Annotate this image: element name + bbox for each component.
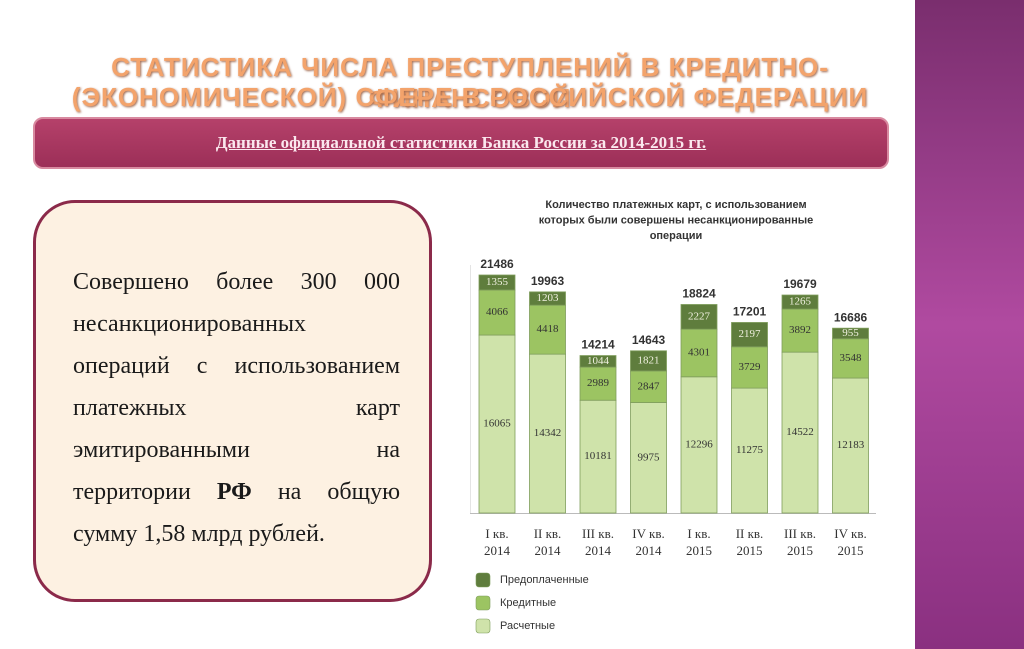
text-box: Совершено более 300 000 несанкционирован… (33, 200, 432, 602)
slide-title: СТАТИСТИКА ЧИСЛА ПРЕСТУПЛЕНИЙ В КРЕДИТНО… (111, 52, 829, 113)
legend-swatch (475, 572, 491, 588)
bar-segment (529, 291, 566, 306)
segment-label: 4418 (537, 323, 560, 335)
bar-segment (529, 304, 566, 355)
chart-title: операции (650, 230, 703, 242)
slide-title: (ЭКОНОМИЧЕСКОЙ) СФЕРЕ В РОССИЙСКОЙ ФЕДЕР… (71, 82, 869, 112)
x-tick-label: I кв. 2014 (484, 526, 510, 558)
bar-segment (731, 387, 768, 514)
bar-segment (529, 353, 566, 514)
chart-title: которых были совершены несанкционированн… (539, 214, 813, 226)
segment-label: 2989 (587, 377, 610, 389)
x-tick-label: III кв. 2015 (784, 526, 816, 558)
body-text: Совершено более 300 000 несанкционирован… (73, 261, 400, 555)
segment-label: 1265 (789, 296, 812, 308)
legend-label: Предоплаченные (500, 574, 589, 586)
body-part: Совершено более 300 000 несанкционирован… (73, 269, 400, 505)
bar-segment (781, 351, 819, 514)
segment-label: 1203 (537, 292, 560, 304)
segment-label: 4066 (486, 306, 509, 318)
segment-label: 2197 (739, 328, 762, 340)
bar-segment (630, 402, 667, 514)
legend-swatch (475, 595, 491, 611)
bar-segment (579, 399, 617, 514)
segment-label: 14342 (534, 427, 562, 439)
x-tick-label: II кв. 2015 (735, 526, 764, 558)
total-label: 17201 (733, 305, 767, 319)
legend-label: Расчетные (500, 620, 555, 632)
segment-label: 3548 (840, 352, 863, 364)
banner: Данные официальной статистики Банка Росс… (33, 117, 889, 169)
bar-segment (478, 274, 516, 291)
total-label: 21486 (480, 257, 514, 271)
bar-segment (832, 327, 869, 340)
total-label: 16686 (834, 310, 868, 324)
side-strip (915, 0, 1024, 649)
segment-label: 14522 (786, 426, 814, 438)
legend-swatch (475, 618, 491, 634)
x-tick-label: I кв. 2015 (686, 526, 712, 558)
x-tick-label: III кв. 2014 (582, 526, 614, 558)
segment-label: 12296 (685, 438, 713, 450)
segment-label: 3892 (789, 324, 811, 336)
segment-label: 4301 (688, 347, 710, 359)
bar-segment (478, 289, 516, 336)
segment-label: 1821 (638, 354, 660, 366)
total-label: 14643 (632, 333, 666, 347)
legend-label: Кредитные (500, 597, 556, 609)
segment-label: 2227 (688, 310, 711, 322)
x-tick-label: II кв. 2014 (533, 526, 562, 558)
body-part: на общую сумму 1,58 млрд рублей. (73, 479, 401, 547)
body-bold: РФ (216, 479, 252, 505)
x-tick-label: IV кв. 2014 (632, 526, 665, 558)
x-tick-label: IV кв. 2015 (834, 526, 867, 558)
segment-label: 3729 (739, 361, 762, 373)
segment-label: 2847 (638, 380, 661, 392)
segment-label: 1355 (486, 276, 509, 288)
segment-label: 11275 (736, 444, 764, 456)
bar-segment (731, 322, 768, 348)
bar-segment (579, 355, 617, 368)
bar-segment (680, 376, 718, 514)
total-label: 19679 (783, 277, 817, 291)
banner-text: Данные официальной статистики Банка Росс… (215, 133, 707, 152)
total-label: 14214 (581, 338, 615, 352)
bar-segment (781, 294, 819, 310)
segment-label: 955 (842, 327, 859, 339)
total-label: 18824 (682, 287, 716, 301)
segment-label: 16065 (483, 418, 511, 430)
segment-label: 12183 (837, 439, 865, 451)
bar-segment (630, 370, 667, 403)
segment-label: 10181 (584, 450, 612, 462)
segment-label: 1044 (587, 355, 610, 367)
segment-label: 9975 (638, 451, 661, 463)
bar-segment (731, 346, 768, 389)
chart-title: Количество платежных карт, с использован… (545, 199, 806, 211)
total-label: 19963 (531, 274, 565, 288)
bar-segment (680, 328, 718, 378)
bar-segment (630, 350, 667, 372)
bar-segment (680, 304, 718, 330)
